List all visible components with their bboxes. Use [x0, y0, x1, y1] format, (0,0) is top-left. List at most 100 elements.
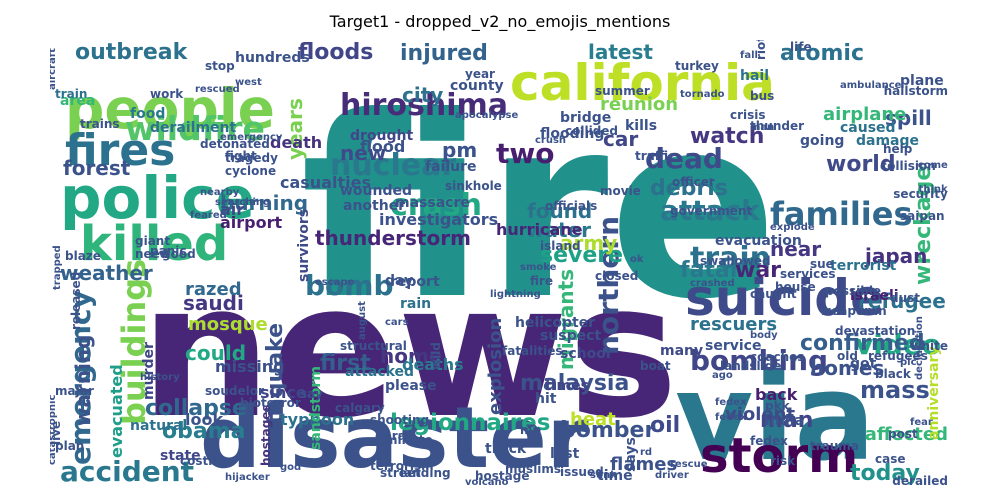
word-204: need — [135, 247, 168, 261]
word-41: debris — [650, 176, 728, 201]
word-154: sinkhole — [445, 179, 502, 193]
word-6: police — [60, 164, 255, 232]
word-162: trains — [80, 117, 120, 131]
word-72: car — [603, 127, 638, 151]
word-73: spill — [885, 106, 932, 130]
word-57: forest — [63, 156, 131, 180]
word-241: rd — [640, 447, 652, 458]
word-33: floods — [298, 40, 373, 65]
word-139: old — [837, 349, 858, 363]
word-8: fires — [65, 125, 175, 176]
word-104: reunion — [600, 94, 678, 115]
word-258: ago — [712, 370, 733, 381]
word-235: fire — [530, 274, 553, 288]
word-228: escape — [315, 277, 355, 288]
word-85: razed — [185, 279, 242, 300]
word-224: closed — [595, 269, 638, 283]
word-69: look — [185, 410, 223, 429]
word-195: risk — [770, 454, 796, 468]
word-214: sue — [810, 257, 834, 271]
word-142: county — [450, 78, 504, 94]
word-185: soudelor — [205, 384, 264, 398]
word-200: summer — [595, 84, 650, 98]
word-20: accident — [60, 455, 194, 488]
word-28: outbreak — [75, 40, 189, 65]
word-118: says — [623, 437, 639, 472]
word-109: caused — [840, 120, 896, 136]
word-194: trauma — [810, 439, 859, 453]
word-78: flames — [610, 454, 677, 475]
word-74: airplane — [823, 104, 906, 125]
word-143: year — [465, 67, 495, 81]
word-9: storm — [700, 428, 858, 484]
word-232: aircraft — [50, 48, 58, 90]
word-63: homes — [810, 356, 884, 380]
word-233: rescued — [195, 84, 240, 95]
word-51: army — [560, 231, 617, 255]
word-146: live — [50, 421, 63, 445]
word-175: fedex — [715, 397, 747, 408]
word-103: massacre — [395, 195, 470, 211]
word-203: giant — [135, 234, 170, 248]
word-167: cyclone — [225, 164, 276, 178]
word-125: times — [545, 378, 589, 394]
word-19: buildings — [115, 259, 153, 425]
word-202: released — [69, 272, 83, 330]
word-80: violent — [725, 404, 795, 425]
word-25: dead — [645, 142, 723, 175]
word-105: evacuation — [715, 233, 802, 249]
word-42: confirmed — [800, 331, 925, 356]
word-257: searching — [215, 197, 270, 208]
word-54: home — [380, 344, 442, 368]
word-206: plan — [55, 439, 84, 453]
word-4: people — [65, 77, 275, 141]
word-26: two — [496, 137, 555, 170]
word-209: rioting — [754, 40, 768, 60]
word-220: black — [875, 367, 912, 381]
word-110: damage — [856, 133, 919, 149]
word-137: pkk — [765, 399, 791, 413]
word-164: bus — [750, 89, 774, 103]
word-169: terrorism — [370, 459, 434, 473]
word-188: costlier — [180, 454, 231, 468]
word-133: truck — [485, 441, 527, 457]
word-44: oil — [650, 413, 680, 438]
word-187: landing — [400, 466, 451, 480]
word-159: structural — [340, 339, 407, 353]
word-184: history — [140, 372, 180, 383]
word-248: think — [919, 184, 948, 195]
word-138: got — [850, 356, 877, 372]
word-234: movie — [600, 184, 641, 198]
word-217: weapon — [820, 304, 873, 318]
word-12: wildfire — [125, 109, 265, 148]
word-101: wounded — [340, 183, 412, 199]
word-124: fatalities — [502, 344, 563, 358]
word-207: thunder — [750, 119, 804, 133]
word-197: fedex — [750, 434, 788, 448]
word-254: crush — [535, 135, 566, 146]
word-14: nuclear — [330, 148, 456, 183]
word-82: affected — [865, 424, 948, 445]
word-148: anniversary — [926, 346, 942, 440]
word-88: since — [260, 383, 307, 402]
word-250: west — [235, 77, 262, 88]
word-205: good — [162, 247, 196, 261]
word-18: emergency — [64, 290, 97, 465]
word-58: new — [340, 141, 386, 165]
word-7: killed — [80, 216, 228, 272]
word-242: explode — [770, 222, 815, 233]
word-75: hurricane — [496, 220, 583, 239]
word-157: flooding — [540, 126, 604, 142]
word-236: day — [385, 273, 413, 289]
word-122: helicopter — [515, 315, 595, 331]
word-141: life — [790, 40, 812, 54]
word-238: ok — [630, 254, 644, 265]
word-123: suspect — [540, 328, 601, 344]
word-246: driver — [655, 470, 689, 481]
word-120: many — [660, 343, 703, 359]
word-155: bridge — [560, 110, 611, 126]
word-11: hiroshima — [340, 88, 508, 123]
word-201: detonated — [200, 137, 270, 151]
word-77: heat — [570, 409, 616, 430]
